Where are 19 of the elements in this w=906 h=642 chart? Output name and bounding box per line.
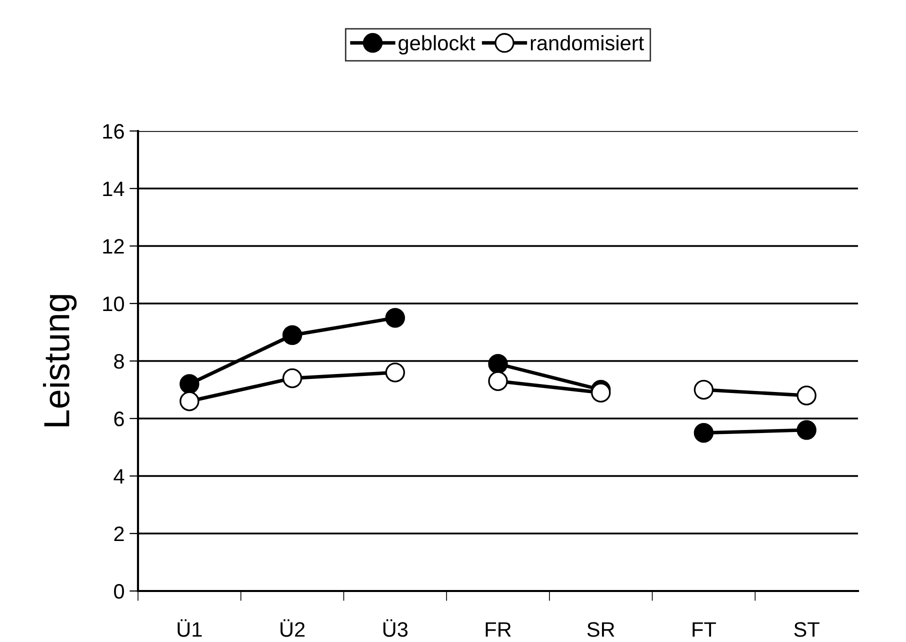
legend-label: geblockt	[398, 35, 476, 55]
x-tick-label: FR	[486, 622, 511, 637]
y-tick-label: 2	[114, 526, 124, 542]
y-tick-label: 10	[103, 296, 124, 312]
x-tick-label: Ü1	[178, 619, 202, 637]
y-tick-label: 6	[114, 412, 124, 426]
x-tick-label: SR	[587, 622, 614, 637]
y-tick-label: 16	[103, 124, 124, 139]
legend-label: randomisiert	[530, 35, 644, 50]
y-tick-label: 12	[103, 239, 124, 254]
x-tick-label: Ü3	[383, 619, 408, 637]
y-tick-label: 4	[114, 469, 124, 484]
x-tick-label: Ü2	[280, 619, 305, 637]
x-tick-label: FT	[692, 622, 716, 637]
y-tick-label: 14	[103, 182, 124, 196]
x-tick-label: ST	[794, 622, 820, 637]
y-tick-label: 0	[114, 584, 124, 599]
y-axis-title: Leistung	[42, 295, 77, 426]
y-tick-label: 8	[114, 354, 124, 369]
